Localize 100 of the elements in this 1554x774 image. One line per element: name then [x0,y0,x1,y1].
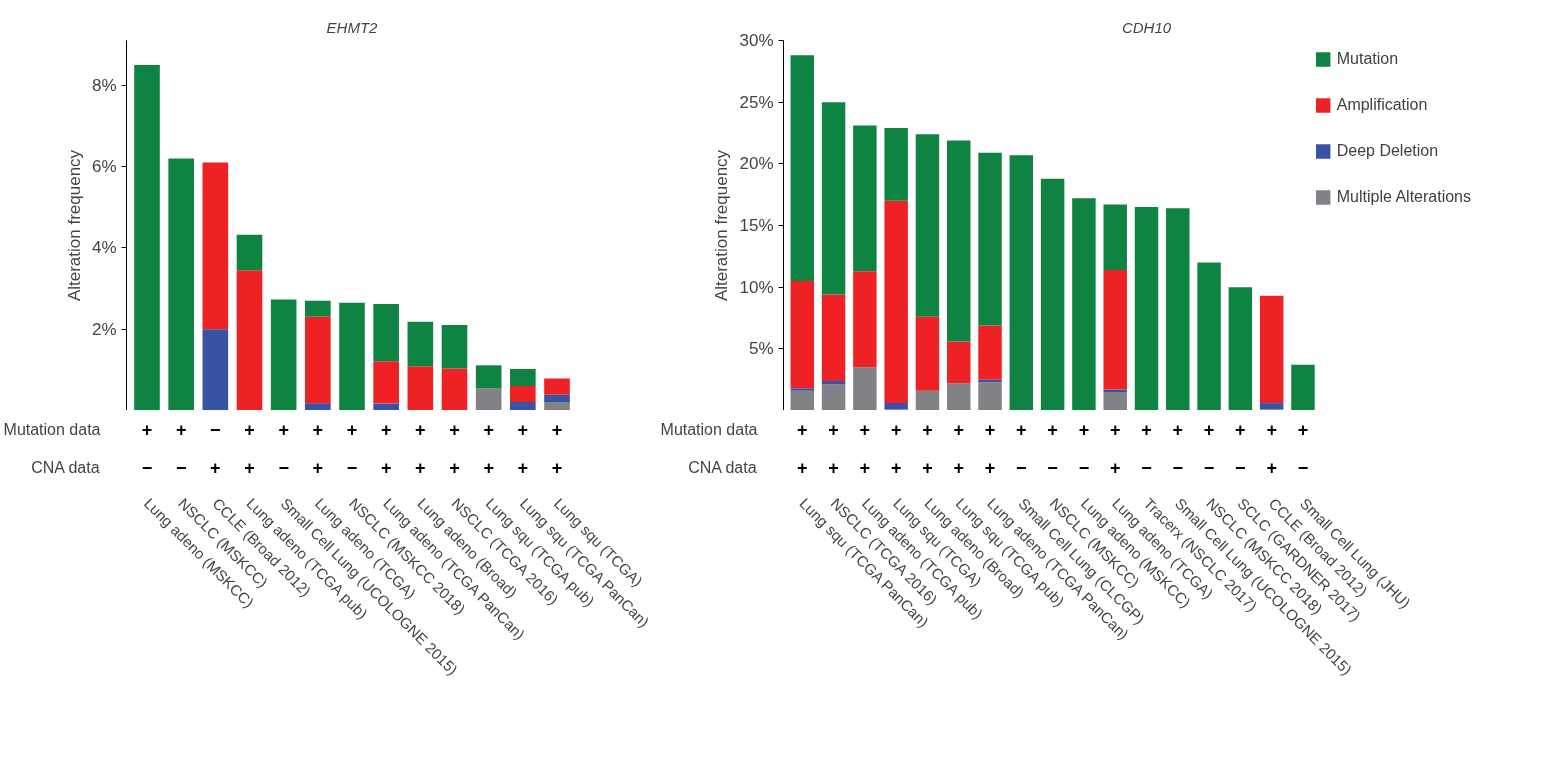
bar [978,152,1002,326]
bar [373,361,399,404]
text: + [984,458,996,478]
bar [1103,392,1127,410]
bar [978,382,1002,410]
text: + [1297,420,1309,440]
bar [1040,178,1065,410]
bar [202,162,229,330]
text: + [859,458,871,478]
bar [1197,262,1221,410]
y-tick-label: 25% [739,92,774,112]
bar [790,281,815,389]
text: − [210,420,221,440]
y-tick-label: 6% [91,157,117,177]
bar [1072,198,1096,410]
bar [884,403,908,410]
bar [1259,403,1284,410]
bar [270,299,297,410]
bar [1166,208,1190,410]
text: + [380,420,392,440]
bar [339,302,365,410]
bar [790,390,815,410]
text: + [984,420,996,440]
bar [821,102,846,295]
legend-label: Amplification [1336,96,1428,114]
bar [510,386,536,402]
bar [947,341,971,384]
text: − [1141,458,1152,478]
text: + [278,420,289,440]
bar [1259,295,1284,404]
text: + [175,420,187,440]
bar [1291,364,1315,410]
text: + [1266,420,1277,440]
bar [407,366,434,410]
text: + [922,420,933,440]
bar [305,300,331,317]
text: + [859,420,871,440]
chart-title: CDH10 [1121,18,1172,36]
text: + [551,458,563,478]
text: Mutation data [660,421,758,438]
bar [790,55,815,281]
text: + [953,420,964,440]
bar [305,316,331,404]
text: + [312,420,324,440]
text: + [828,458,839,478]
text: − [1172,458,1184,478]
bar [134,64,160,410]
text: + [1047,420,1058,440]
y-tick-label: 15% [739,216,774,235]
text: + [1141,420,1152,440]
legend-label: Deep Deletion [1336,142,1439,160]
bar [821,380,846,385]
text: − [1016,458,1027,478]
legend-label: Multiple Alterations [1336,188,1471,206]
bar [947,383,971,410]
y-axis-title: Alteration frequency [64,149,84,302]
bar [407,321,434,367]
text: + [1016,420,1027,440]
text: + [312,458,324,478]
text: + [380,458,392,478]
bar [475,365,502,389]
text: CNA data [688,459,757,476]
bar [441,368,468,410]
text: + [141,420,153,440]
bar [510,369,536,387]
text: + [517,458,529,478]
bar [1134,207,1159,410]
y-tick-label: 8% [91,75,117,95]
text: − [278,458,289,478]
text: − [175,458,187,478]
bar [1228,287,1253,410]
bar [475,388,502,410]
bar [821,384,846,410]
bar [915,316,940,391]
text: + [449,458,460,478]
text: + [1266,458,1277,478]
y-tick-label: 4% [91,238,117,258]
y-tick-label: 10% [739,277,774,297]
text: + [244,420,255,440]
text: − [1203,458,1215,478]
text: + [1172,420,1184,440]
bar [168,158,194,410]
y-tick-label: 20% [739,154,774,174]
bar [821,294,846,381]
text: + [1109,420,1121,440]
text: − [1047,458,1058,478]
chart-title: EHMT2 [326,18,379,36]
text: − [141,458,153,478]
text: + [1235,420,1246,440]
text: + [517,420,529,440]
text: Mutation data [3,421,101,438]
bar [510,401,536,410]
bar [373,403,399,410]
text: + [483,420,494,440]
text: + [953,458,964,478]
text: + [449,420,460,440]
bar [373,303,399,362]
text: − [346,458,358,478]
text: + [890,420,902,440]
bar [947,140,971,342]
